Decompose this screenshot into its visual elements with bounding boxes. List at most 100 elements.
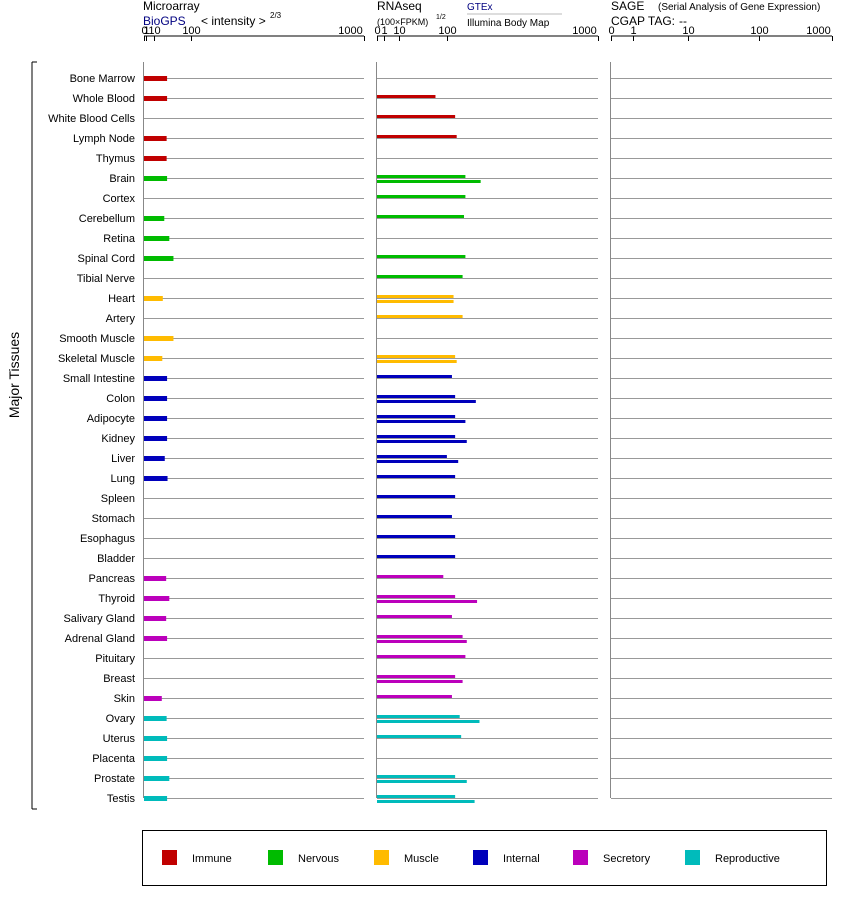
rnaseq-illumina-bar <box>377 360 457 363</box>
tissue-label: Small Intestine <box>63 373 135 385</box>
sage-tick-label: 1 <box>630 25 636 37</box>
rnaseq-gtex-bar <box>377 95 436 98</box>
rnaseq-gtex-bar <box>377 475 456 478</box>
tissue-label: Bone Marrow <box>70 73 135 85</box>
tissue-label: Stomach <box>92 513 135 525</box>
legend-label-muscle: Muscle <box>404 853 439 865</box>
rnaseq-gtex-bar <box>377 675 456 678</box>
microarray-bar <box>144 236 170 241</box>
tissue-label: Breast <box>103 673 135 685</box>
microarray-source-link[interactable]: BioGPS <box>143 14 186 28</box>
microarray-bar <box>144 776 170 781</box>
microarray-tick-label: 10 <box>148 25 160 37</box>
rnaseq-gtex-bar <box>377 495 456 498</box>
rnaseq-unit-label: (100×FPKM) <box>377 17 428 27</box>
rnaseq-illumina-bar <box>377 420 466 423</box>
rnaseq-gtex-bar <box>377 795 456 798</box>
tissue-label: Testis <box>107 793 136 805</box>
rnaseq-illumina-bar <box>377 180 481 183</box>
legend: Immune Nervous Muscle Internal Secretory Repr… <box>142 830 827 886</box>
sage-tick-label: 10 <box>682 25 694 37</box>
rnaseq-gtex-bar <box>377 635 463 638</box>
microarray-bar <box>144 416 168 421</box>
microarray-tick-label: 1000 <box>338 25 362 37</box>
rnaseq-gtex-bar <box>377 655 466 658</box>
legend-swatch-secretory <box>573 850 588 865</box>
tissue-labels: Bone Marrow Whole Blood White Blood Cells L… <box>48 73 136 805</box>
rnaseq-gtex-bar <box>377 295 454 298</box>
microarray-bar <box>144 456 165 461</box>
rnaseq-panel: 0 1 10 100 1000 <box>374 25 599 803</box>
rnaseq-gtex-bar <box>377 735 462 738</box>
rnaseq-gtex-bar <box>377 535 456 538</box>
microarray-bar <box>144 156 167 161</box>
rnaseq-gtex-bar <box>377 715 460 718</box>
tissue-label: White Blood Cells <box>48 113 135 125</box>
rnaseq-illumina-bar <box>377 600 478 603</box>
tissue-label: Brain <box>109 173 135 185</box>
tissue-label: Artery <box>106 313 136 325</box>
rnaseq-illumina-bar <box>377 720 480 723</box>
tissue-label: Tibial Nerve <box>77 273 135 285</box>
microarray-bar <box>144 176 168 181</box>
major-tissues-group: Major Tissues <box>6 61 37 810</box>
legend-label-secretory: Secretory <box>603 853 651 865</box>
microarray-tick-label: 0 <box>141 25 147 37</box>
microarray-bar <box>144 376 168 381</box>
tissue-label: Colon <box>106 393 135 405</box>
sage-tick-label: 1000 <box>806 25 830 37</box>
legend-label-nervous: Nervous <box>298 853 339 865</box>
legend-swatch-reproductive <box>685 850 700 865</box>
tissue-label: Skin <box>114 693 135 705</box>
sage-subtitle: (Serial Analysis of Gene Expression) <box>658 2 820 13</box>
microarray-tick-label: 1 <box>143 25 149 37</box>
legend-label-immune: Immune <box>192 853 232 865</box>
rnaseq-gtex-bar <box>377 375 452 378</box>
microarray-bar <box>144 96 168 101</box>
rnaseq-gtex-bar <box>377 395 456 398</box>
microarray-bar <box>144 136 167 141</box>
tissue-label: Skeletal Muscle <box>58 353 135 365</box>
rnaseq-gtex-bar <box>377 435 456 438</box>
gtex-source-link[interactable]: GTEx <box>467 2 493 13</box>
rnaseq-illumina-bar <box>377 460 459 463</box>
tissue-label: Adipocyte <box>87 413 135 425</box>
rnaseq-gtex-bar <box>377 215 465 218</box>
tissue-label: Smooth Muscle <box>59 333 135 345</box>
microarray-bar <box>144 76 168 81</box>
microarray-bar <box>144 636 168 641</box>
microarray-bar <box>144 296 163 301</box>
rnaseq-illumina-bar <box>377 640 467 643</box>
rnaseq-illumina-bar <box>377 800 475 803</box>
microarray-bar <box>144 216 165 221</box>
legend-swatch-muscle <box>374 850 389 865</box>
rnaseq-gtex-bar <box>377 595 456 598</box>
rnaseq-gtex-bar <box>377 775 456 778</box>
tissue-label: Lung <box>111 473 135 485</box>
legend-label-internal: Internal <box>503 853 540 865</box>
tissue-label: Uterus <box>103 733 136 745</box>
rnaseq-unit-exponent: 1/2 <box>436 14 446 21</box>
tissue-label: Spinal Cord <box>78 253 135 265</box>
rnaseq-illumina-bar <box>377 440 467 443</box>
tissue-label: Cerebellum <box>79 213 135 225</box>
sage-title: SAGE <box>611 0 644 13</box>
tissue-label: Kidney <box>101 433 135 445</box>
rnaseq-gtex-bar <box>377 175 466 178</box>
rnaseq-gtex-bar <box>377 195 466 198</box>
microarray-unit-exponent: 2/3 <box>270 11 282 20</box>
tissue-label: Spleen <box>101 493 135 505</box>
rnaseq-illumina-bar <box>377 780 467 783</box>
tissue-label: Liver <box>111 453 135 465</box>
microarray-bar <box>144 716 167 721</box>
rnaseq-gtex-bar <box>377 115 456 118</box>
rnaseq-gtex-bar <box>377 135 457 138</box>
tissue-label: Retina <box>103 233 136 245</box>
rnaseq-tick-label: 0 <box>374 25 380 37</box>
tissue-label: Adrenal Gland <box>65 633 135 645</box>
legend-swatch-internal <box>473 850 488 865</box>
tissue-label: Bladder <box>97 553 135 565</box>
